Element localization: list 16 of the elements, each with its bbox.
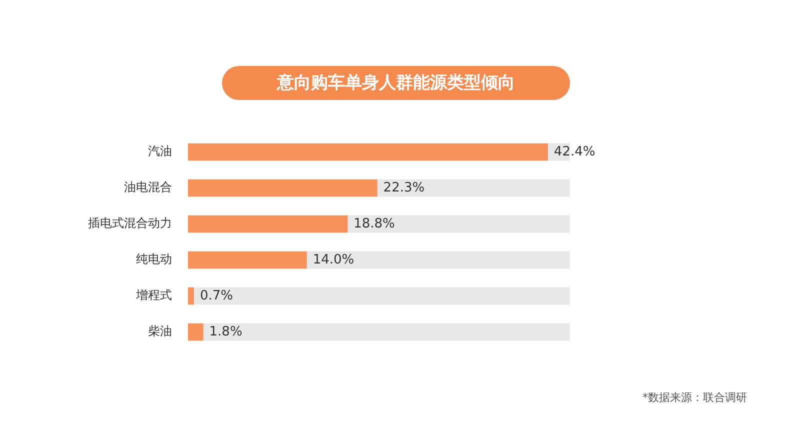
y-tick-label: 纯电动	[136, 252, 172, 266]
data-label: 0.7%	[200, 288, 233, 304]
bar	[188, 323, 204, 341]
text: *数据来源：联合调研	[642, 390, 747, 405]
y-tick-label: 汽油	[148, 144, 172, 158]
y-tick-label: 插电式混合动力	[88, 216, 172, 230]
data-label: 1.8%	[209, 324, 242, 340]
data-label: 22.3%	[383, 180, 425, 196]
data-label: 14.0%	[312, 252, 354, 268]
chart-title: 意向购车单身人群能源类型倾向	[222, 66, 570, 100]
data-label: 18.8%	[354, 216, 395, 232]
data-label: 42.4%	[554, 144, 596, 160]
y-tick-label: 柴油	[148, 324, 172, 338]
y-tick-label: 油电混合	[124, 180, 172, 194]
bar	[188, 287, 194, 305]
y-tick-label: 增程式	[135, 288, 172, 302]
